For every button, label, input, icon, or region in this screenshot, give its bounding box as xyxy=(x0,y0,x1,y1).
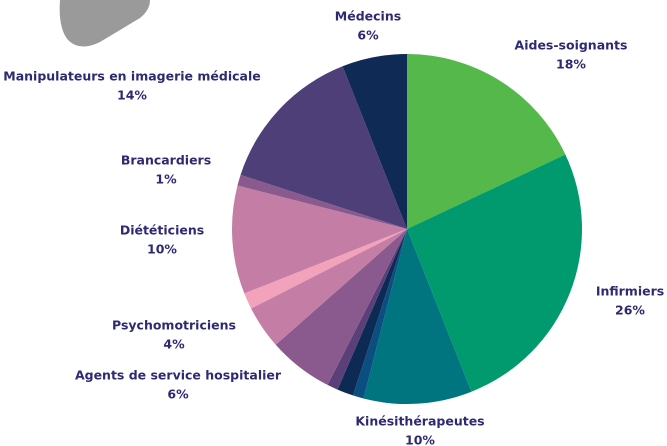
decoration xyxy=(60,0,150,47)
value-label: 18% xyxy=(556,57,586,72)
value-label: 10% xyxy=(405,433,435,446)
slice-label: Aides-soignants xyxy=(515,38,628,53)
value-label: 4% xyxy=(163,337,185,352)
slice-label: Agents de service hospitalier xyxy=(75,368,282,383)
slice-label: Psychomotriciens xyxy=(112,318,236,333)
slice-label: Brancardiers xyxy=(121,153,211,168)
slice-label: Diététiciens xyxy=(120,223,204,238)
slice-label: Kinésithérapeutes xyxy=(355,414,484,429)
value-label: 26% xyxy=(615,303,645,318)
slice-label: Médecins xyxy=(335,9,401,24)
value-label: 1% xyxy=(155,172,177,187)
value-label: 6% xyxy=(167,387,189,402)
value-label: 10% xyxy=(147,242,177,257)
chart: Aides-soignants 18% Infirmiers 26% Kinésithé… xyxy=(0,0,667,446)
slice-label: Manipulateurs en imagerie médicale xyxy=(3,69,260,84)
value-label: 6% xyxy=(357,28,379,43)
slice-label: Infirmiers xyxy=(596,284,664,299)
value-label: 14% xyxy=(117,88,147,103)
